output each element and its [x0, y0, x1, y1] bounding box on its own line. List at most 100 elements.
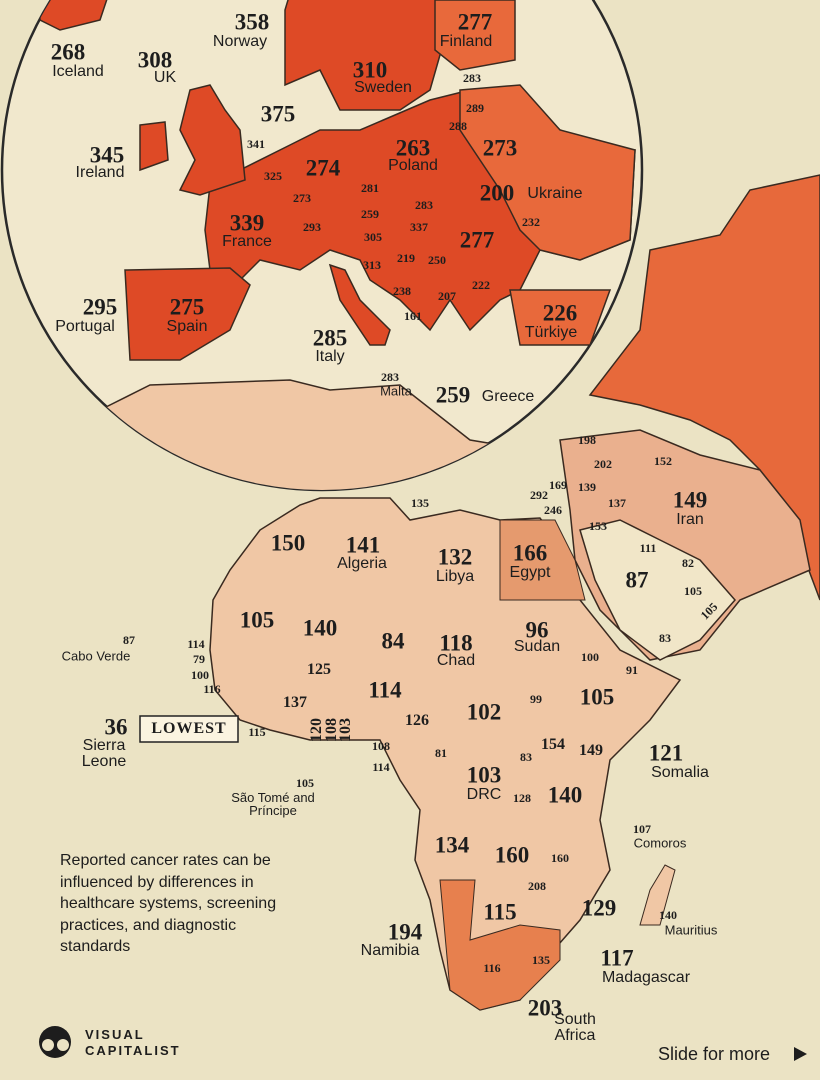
rate-value: 160	[494, 842, 530, 868]
rate-value: 116	[483, 961, 501, 975]
rate-value: 105	[239, 607, 275, 633]
rate-value: 126	[405, 712, 429, 729]
rate-value: 150	[270, 530, 306, 556]
rate-value: 259	[435, 382, 471, 408]
rate-value: 268	[50, 39, 86, 65]
rate-value: 219	[397, 251, 415, 265]
rate-value: 134	[434, 832, 470, 858]
country-name: Poland	[388, 157, 438, 174]
rate-value: 140	[659, 908, 677, 922]
rate-value: 283	[381, 370, 399, 384]
country-name: Chad	[436, 652, 476, 669]
rate-value: 137	[283, 694, 307, 711]
rate-value: 121	[648, 740, 684, 766]
lowest-tag: LOWEST	[151, 720, 227, 737]
rate-value: 137	[608, 496, 626, 510]
rate-value: 285	[312, 325, 348, 351]
rate-value: 375	[260, 101, 296, 127]
rate-value: 325	[264, 169, 282, 183]
country-name: Cabo Verde	[61, 648, 131, 664]
rate-value: 105	[579, 684, 615, 710]
country-name: Sudan	[513, 638, 561, 655]
madagascar	[639, 864, 676, 926]
country-name: Sierra Leone	[81, 737, 127, 770]
rate-value: 91	[626, 663, 638, 677]
rate-value: 263	[395, 135, 431, 161]
rate-value: 153	[589, 519, 607, 533]
rate-value: 111	[639, 541, 657, 555]
rate-value: 238	[393, 284, 411, 298]
rate-value: 114	[187, 637, 205, 651]
rate-value: 202	[594, 457, 612, 471]
rate-value: 87	[123, 633, 135, 647]
rate-value: 117	[600, 945, 634, 971]
rate-value: 141	[345, 532, 381, 558]
rate-value: 226	[542, 300, 578, 326]
country-name: Spain	[166, 318, 208, 335]
rate-value: 116	[203, 682, 221, 696]
rate-value: 259	[361, 207, 379, 221]
iberia	[124, 267, 251, 361]
rate-value: 222	[472, 278, 490, 292]
southern-africa	[439, 879, 561, 1011]
rate-value: 83	[659, 631, 671, 645]
rate-value: 135	[411, 496, 429, 510]
italy	[328, 263, 391, 346]
rate-value: 283	[415, 198, 433, 212]
finland	[434, 0, 516, 71]
rate-value: 103	[466, 762, 502, 788]
rate-value: 273	[482, 135, 518, 161]
rate-value: 295	[82, 294, 118, 320]
rate-value: 108	[372, 739, 390, 753]
rate-value: 105	[684, 584, 702, 598]
rate-value: 115	[483, 899, 517, 925]
slide-hint[interactable]: Slide for more	[658, 1044, 771, 1064]
rate-value: 246	[544, 503, 562, 517]
logo-line1: VISUAL	[85, 1027, 145, 1042]
country-name: Somalia	[651, 764, 709, 781]
rate-value: 139	[578, 480, 596, 494]
rate-value: 337	[410, 220, 428, 234]
rate-value: 232	[522, 215, 540, 229]
uk	[178, 84, 246, 196]
rate-value: 107	[633, 822, 651, 836]
country-name: São Tomé and Príncipe	[231, 790, 315, 818]
country-name: Italy	[315, 348, 345, 365]
country-name: Mauritius	[664, 922, 718, 938]
country-name: Namibia	[360, 942, 420, 959]
rate-value: 100	[191, 668, 209, 682]
rate-value: 83	[520, 750, 532, 764]
rate-value: 305	[364, 230, 382, 244]
rate-value: 84	[381, 628, 405, 654]
rate-value: 154	[541, 736, 565, 753]
arabia	[579, 519, 736, 661]
rate-value: 114	[368, 677, 402, 703]
logo-line2: CAPITALIST	[85, 1043, 181, 1058]
country-name: Iran	[676, 511, 704, 528]
rate-value: 277	[459, 227, 495, 253]
country-name: France	[222, 233, 272, 250]
country-name: Ukraine	[527, 185, 583, 202]
ireland	[139, 121, 169, 172]
rate-value: 125	[307, 661, 331, 678]
country-name: Malta	[380, 383, 412, 399]
rate-value: 274	[305, 155, 341, 181]
country-name: DRC	[466, 786, 502, 803]
rate-value: 207	[438, 289, 456, 303]
rate-value: 149	[672, 487, 708, 513]
rate-value: 310	[352, 57, 388, 83]
east-europe	[459, 84, 636, 261]
rate-value: 99	[530, 692, 542, 706]
egypt	[499, 519, 586, 601]
rate-value: 200	[479, 180, 515, 206]
rate-value: 277	[457, 9, 493, 35]
scandinavia	[284, 0, 451, 111]
rate-value: 105	[296, 776, 314, 790]
rate-value: 198	[578, 433, 596, 447]
lowest-box	[139, 715, 239, 743]
rate-value: 140	[547, 782, 583, 808]
rate-value: 288	[449, 119, 467, 133]
rate-value: 149	[579, 742, 603, 759]
